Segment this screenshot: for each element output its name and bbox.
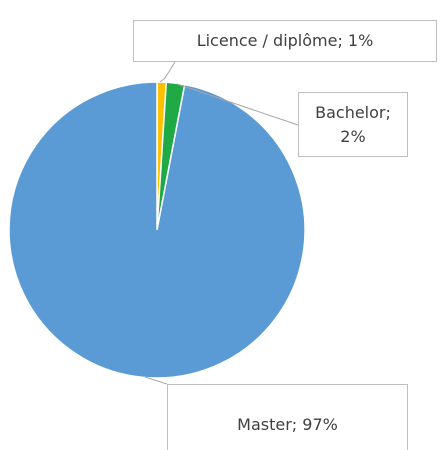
leader-line xyxy=(159,61,176,83)
leader-line xyxy=(176,83,299,126)
leader-line xyxy=(144,376,168,385)
pie-slice xyxy=(8,81,306,379)
data-label: Bachelor; 2% xyxy=(298,92,408,157)
pie xyxy=(8,81,306,379)
data-label: Licence / diplôme; 1% xyxy=(133,20,437,62)
data-label: Master; 97% xyxy=(167,384,408,450)
